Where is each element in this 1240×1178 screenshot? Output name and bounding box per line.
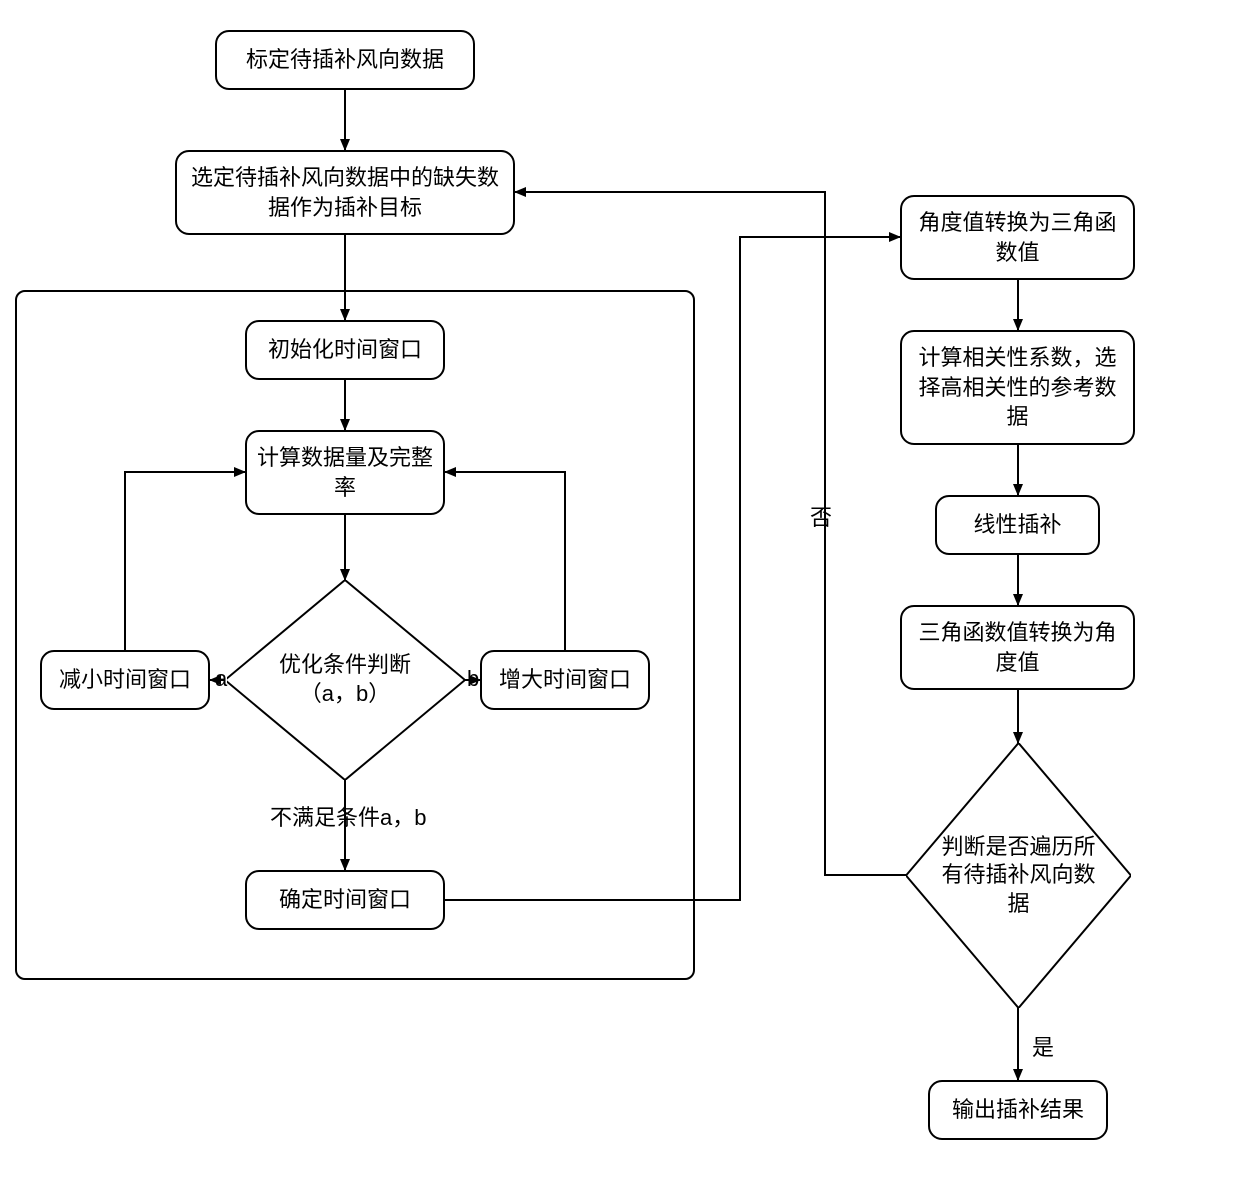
edge-label-b: b xyxy=(467,666,479,692)
diamond-label: 判断是否遍历所有待插补风向数据 xyxy=(934,833,1103,919)
node-label: 确定时间窗口 xyxy=(279,885,411,915)
node-label: 标定待插补风向数据 xyxy=(246,45,444,75)
node-label: 角度值转换为三角函数值 xyxy=(912,208,1123,267)
node-label: 选定待插补风向数据中的缺失数据作为插补目标 xyxy=(187,163,503,222)
node-label: 增大时间窗口 xyxy=(499,665,631,695)
node-enlarge-window: 增大时间窗口 xyxy=(480,650,650,710)
edge-label-yes: 是 xyxy=(1032,1030,1054,1062)
node-linear-interp: 线性插补 xyxy=(935,495,1100,555)
node-label: 线性插补 xyxy=(973,510,1061,540)
node-calibrate-data: 标定待插补风向数据 xyxy=(215,30,475,90)
node-trig-to-angle: 三角函数值转换为角度值 xyxy=(900,605,1135,690)
edge-label-no: 否 xyxy=(810,500,832,532)
node-angle-to-trig: 角度值转换为三角函数值 xyxy=(900,195,1135,280)
node-label: 减小时间窗口 xyxy=(59,665,191,695)
node-label: 三角函数值转换为角度值 xyxy=(912,618,1123,677)
node-calc-completeness: 计算数据量及完整率 xyxy=(245,430,445,515)
node-output-result: 输出插补结果 xyxy=(928,1080,1108,1140)
node-label: 计算相关性系数，选择高相关性的参考数据 xyxy=(912,343,1123,432)
edge-label-not-ab: 不满足条件a，b xyxy=(270,800,426,832)
node-label: 计算数据量及完整率 xyxy=(257,443,433,502)
node-label: 输出插补结果 xyxy=(952,1095,1084,1125)
node-shrink-window: 减小时间窗口 xyxy=(40,650,210,710)
node-init-window: 初始化时间窗口 xyxy=(245,320,445,380)
decision-traverse-all: 判断是否遍历所有待插补风向数据 xyxy=(906,743,1131,1008)
node-determine-window: 确定时间窗口 xyxy=(245,870,445,930)
node-label: 初始化时间窗口 xyxy=(268,335,422,365)
diamond-label: 优化条件判断（a，b） xyxy=(253,651,437,708)
node-correlation: 计算相关性系数，选择高相关性的参考数据 xyxy=(900,330,1135,445)
decision-optimize: 优化条件判断（a，b） xyxy=(225,580,465,780)
node-select-missing: 选定待插补风向数据中的缺失数据作为插补目标 xyxy=(175,150,515,235)
edge-label-a: a xyxy=(215,666,227,692)
